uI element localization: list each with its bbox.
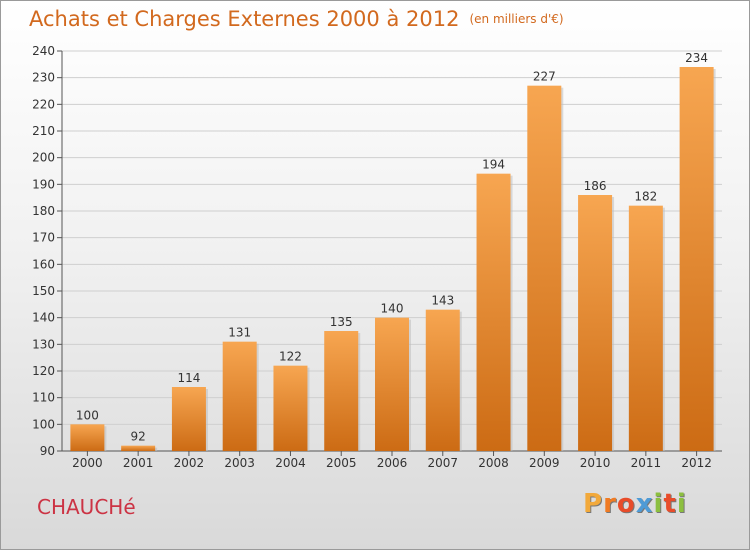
bar-value-label: 182: [634, 190, 657, 204]
x-tick-label: 2011: [631, 456, 662, 470]
bar: [375, 317, 409, 451]
bar-value-label: 114: [177, 371, 200, 385]
x-tick-label: 2008: [478, 456, 509, 470]
x-tick-label: 2000: [72, 456, 103, 470]
bar: [527, 85, 562, 452]
bar-value-label: 140: [381, 302, 404, 316]
x-tick-label: 2006: [377, 456, 408, 470]
x-tick-label: 2001: [123, 456, 154, 470]
bar-value-label: 194: [482, 158, 505, 172]
y-tick-label: 100: [32, 417, 55, 431]
bar-value-label: 100: [76, 408, 99, 422]
y-tick-label: 200: [32, 151, 55, 165]
y-tick-label: 210: [32, 124, 55, 138]
y-tick-label: 140: [32, 311, 55, 325]
bar: [273, 365, 308, 451]
bar: [70, 424, 105, 451]
bar-value-label: 227: [533, 70, 556, 84]
bar: [628, 205, 663, 451]
y-tick-label: 130: [32, 337, 55, 351]
y-tick-label: 150: [32, 284, 55, 298]
logo-letter: o: [616, 489, 636, 519]
bars: [70, 67, 716, 452]
bar-value-label: 143: [431, 294, 454, 308]
x-tick-label: 2009: [529, 456, 560, 470]
chart-title: Achats et Charges Externes 2000 à 2012 (e…: [29, 7, 564, 31]
bar: [324, 331, 359, 451]
y-tick-label: 160: [32, 257, 55, 271]
bar-value-label: 131: [228, 326, 251, 340]
title-unit: (en milliers d'€): [469, 12, 564, 26]
logo-letter: i: [676, 489, 687, 519]
x-tick-label: 2003: [224, 456, 255, 470]
bar-value-label: 92: [131, 430, 146, 444]
y-tick-label: 220: [32, 97, 55, 111]
y-tick-label: 90: [40, 444, 55, 458]
x-tick-label: 2010: [580, 456, 611, 470]
y-tick-label: 110: [32, 391, 55, 405]
x-tick-label: 2004: [275, 456, 306, 470]
bar-value-label: 135: [330, 315, 353, 329]
x-tick-label: 2012: [681, 456, 712, 470]
x-tick-label: 2005: [326, 456, 357, 470]
logo-letter: P: [583, 489, 604, 519]
y-tick-label: 240: [32, 44, 55, 58]
logo-letter: t: [663, 489, 677, 519]
bar: [222, 341, 257, 451]
bar: [121, 445, 156, 451]
y-tick-label: 190: [32, 177, 55, 191]
logo-letter: i: [653, 489, 664, 519]
bar: [171, 387, 206, 451]
bar: [425, 309, 460, 451]
logo-letter: r: [603, 489, 617, 519]
proxiti-logo: Proxiti: [583, 489, 687, 519]
commune-name: CHAUCHé: [37, 495, 136, 519]
bar: [578, 195, 613, 451]
bar-value-label: 122: [279, 350, 302, 364]
bar: [476, 173, 511, 451]
logo-letter: x: [635, 489, 654, 519]
y-tick-label: 170: [32, 231, 55, 245]
title-text: Achats et Charges Externes 2000 à 2012: [29, 7, 460, 31]
labels: 90 100 110 120 130 140 150 160 170 180 190 200 210 22…: [32, 44, 712, 470]
bar-value-label: 234: [685, 51, 708, 65]
x-tick-label: 2002: [174, 456, 205, 470]
y-tick-label: 120: [32, 364, 55, 378]
bar: [679, 67, 714, 451]
bar-value-label: 186: [584, 179, 607, 193]
y-tick-label: 180: [32, 204, 55, 218]
x-tick-label: 2007: [427, 456, 458, 470]
y-tick-label: 230: [32, 71, 55, 85]
